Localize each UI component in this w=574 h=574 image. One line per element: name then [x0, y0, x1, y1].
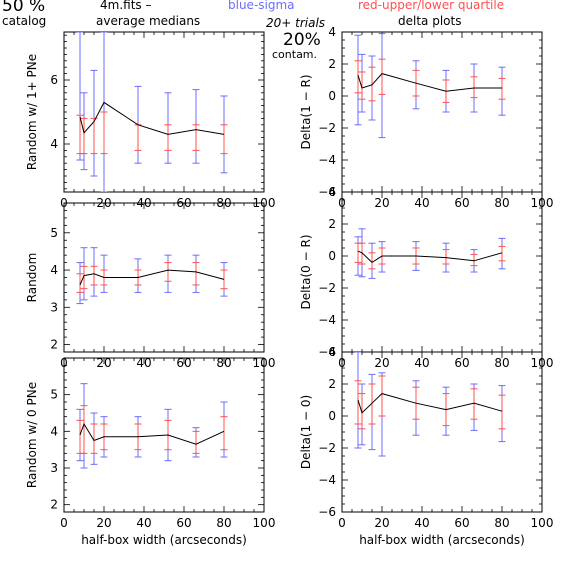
x-tick-label: 20 — [374, 356, 389, 370]
x-tick-label: 60 — [454, 516, 469, 530]
header-percent: 50 % — [2, 0, 46, 16]
x-tick-label: 60 — [176, 516, 191, 530]
error-bars — [354, 33, 506, 139]
x-tick-label: 0 — [338, 516, 346, 530]
y-tick-label: 2 — [50, 338, 58, 352]
panel-left-3 — [63, 357, 265, 513]
y-axis-label: Delta(1 − R) — [299, 74, 313, 149]
y-tick-label: −2 — [318, 281, 336, 295]
x-tick-label: 100 — [531, 516, 554, 530]
x-tick-label: 20 — [96, 516, 111, 530]
header-catalog: catalog — [2, 14, 47, 28]
y-tick-label: 3 — [50, 461, 58, 475]
y-tick-label: −6 — [318, 505, 336, 519]
header-delta-plots: delta plots — [398, 14, 462, 28]
y-tick-label: −2 — [318, 121, 336, 135]
y-tick-label: −4 — [318, 153, 336, 167]
y-tick-label: 4 — [328, 345, 336, 359]
y-axis-label: Random — [25, 253, 39, 303]
x-tick-label: 20 — [374, 516, 389, 530]
panel-right-1 — [341, 31, 543, 193]
panel-left-1 — [63, 31, 265, 193]
y-axis-label: Random w/ 0 PNe — [25, 382, 39, 488]
median-line — [79, 269, 225, 286]
x-tick-label: 40 — [414, 516, 429, 530]
x-tick-label: 80 — [494, 516, 509, 530]
y-tick-label: −6 — [318, 345, 336, 359]
y-tick-label: 4 — [328, 185, 336, 199]
header-average: average medians — [96, 14, 201, 28]
y-tick-label: −6 — [318, 185, 336, 199]
x-tick-label: 40 — [414, 196, 429, 210]
y-tick-label: −4 — [318, 473, 336, 487]
y-tick-label: 6 — [50, 73, 58, 87]
error-bars — [76, 383, 228, 469]
y-tick-label: −4 — [318, 313, 336, 327]
y-tick-label: 0 — [328, 249, 336, 263]
x-tick-label: 60 — [454, 196, 469, 210]
y-tick-label: 0 — [328, 89, 336, 103]
x-tick-label: 40 — [136, 516, 151, 530]
y-tick-label: 4 — [50, 424, 58, 438]
x-tick-label: 20 — [374, 196, 389, 210]
x-tick-label: 60 — [454, 356, 469, 370]
header-blue-sigma: blue-sigma — [228, 0, 295, 12]
x-tick-label: 80 — [216, 516, 231, 530]
header-contam: contam. — [272, 48, 318, 61]
y-tick-label: 5 — [50, 388, 58, 402]
median-line — [79, 101, 225, 135]
panel-left-2 — [63, 202, 265, 353]
median-line — [357, 393, 503, 414]
x-tick-label: 80 — [494, 196, 509, 210]
y-axis-label: Random w/ 1+ PNe — [25, 54, 39, 170]
median-line — [357, 250, 503, 264]
median-line — [357, 73, 502, 92]
x-tick-label: 0 — [60, 516, 68, 530]
y-axis-label: Delta(0 − R) — [299, 234, 313, 309]
header-red-quartile: red-upper/lower quartile — [358, 0, 505, 12]
header-trials: 20+ trials — [266, 16, 326, 30]
x-axis-label: half-box width (arcseconds) — [81, 533, 247, 547]
x-axis-label: half-box width (arcseconds) — [359, 533, 525, 547]
error-bars — [354, 228, 506, 279]
error-bars — [76, 32, 228, 192]
error-bars — [76, 247, 228, 305]
y-tick-label: 0 — [328, 409, 336, 423]
median-line — [79, 422, 225, 445]
x-tick-label: 100 — [253, 516, 276, 530]
y-tick-label: 4 — [50, 263, 58, 277]
y-tick-label: 2 — [328, 57, 336, 71]
panel-right-3 — [341, 351, 543, 513]
panel-right-2 — [341, 191, 543, 353]
y-tick-label: 2 — [328, 377, 336, 391]
y-tick-label: −2 — [318, 441, 336, 455]
y-tick-label: 3 — [50, 300, 58, 314]
x-tick-label: 40 — [414, 356, 429, 370]
y-tick-label: 2 — [328, 217, 336, 231]
error-bars — [354, 352, 506, 457]
y-tick-label: 2 — [50, 498, 58, 512]
x-tick-label: 80 — [494, 356, 509, 370]
y-tick-label: 4 — [328, 25, 336, 39]
y-axis-label: Delta(1 − 0) — [299, 395, 313, 469]
header-file: 4m.fits – — [100, 0, 152, 12]
header-contam-percent: 20% — [283, 30, 321, 50]
y-tick-label: 5 — [50, 226, 58, 240]
y-tick-label: 4 — [50, 137, 58, 151]
